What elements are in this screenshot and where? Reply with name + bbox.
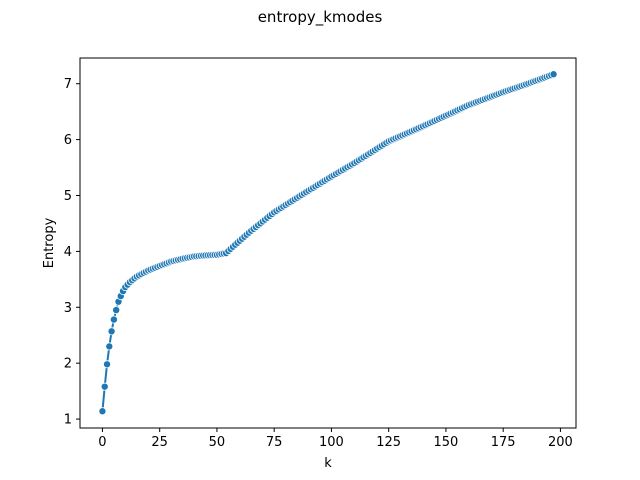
y-tick-label: 4: [64, 245, 72, 260]
entropy-series: [98, 70, 558, 416]
x-tick-label: 175: [491, 435, 516, 450]
data-point: [103, 360, 112, 369]
data-point: [100, 382, 109, 391]
x-tick-label: 75: [266, 435, 283, 450]
data-point: [112, 306, 121, 315]
series-line: [101, 73, 554, 412]
x-tick-label: 150: [434, 435, 459, 450]
x-tick-label: 200: [548, 435, 573, 450]
y-tick-label: 3: [64, 301, 72, 316]
x-tick-label: 50: [209, 435, 226, 450]
x-axis-ticks: 0 25 50 75 100 125 150 175 200: [98, 428, 573, 450]
y-tick-label: 6: [64, 133, 72, 148]
plot-area-frame: [79, 57, 577, 429]
data-point: [549, 70, 558, 79]
data-point: [109, 315, 118, 324]
x-tick-label: 25: [151, 435, 168, 450]
y-tick-label: 2: [64, 357, 72, 372]
y-tick-label: 5: [64, 189, 72, 204]
data-point: [105, 342, 114, 351]
x-tick-label: 125: [376, 435, 401, 450]
y-axis-ticks: 1 2 3 4 5 6 7: [64, 77, 80, 428]
x-axis-label: k: [324, 456, 332, 471]
x-tick-label: 0: [98, 435, 106, 450]
y-tick-label: 7: [64, 77, 72, 92]
x-tick-label: 100: [319, 435, 344, 450]
y-axis-label: Entropy: [42, 217, 57, 268]
chart-title: entropy_kmodes: [258, 8, 383, 27]
data-point: [107, 327, 116, 336]
y-tick-label: 1: [64, 413, 72, 428]
data-point: [98, 407, 107, 416]
